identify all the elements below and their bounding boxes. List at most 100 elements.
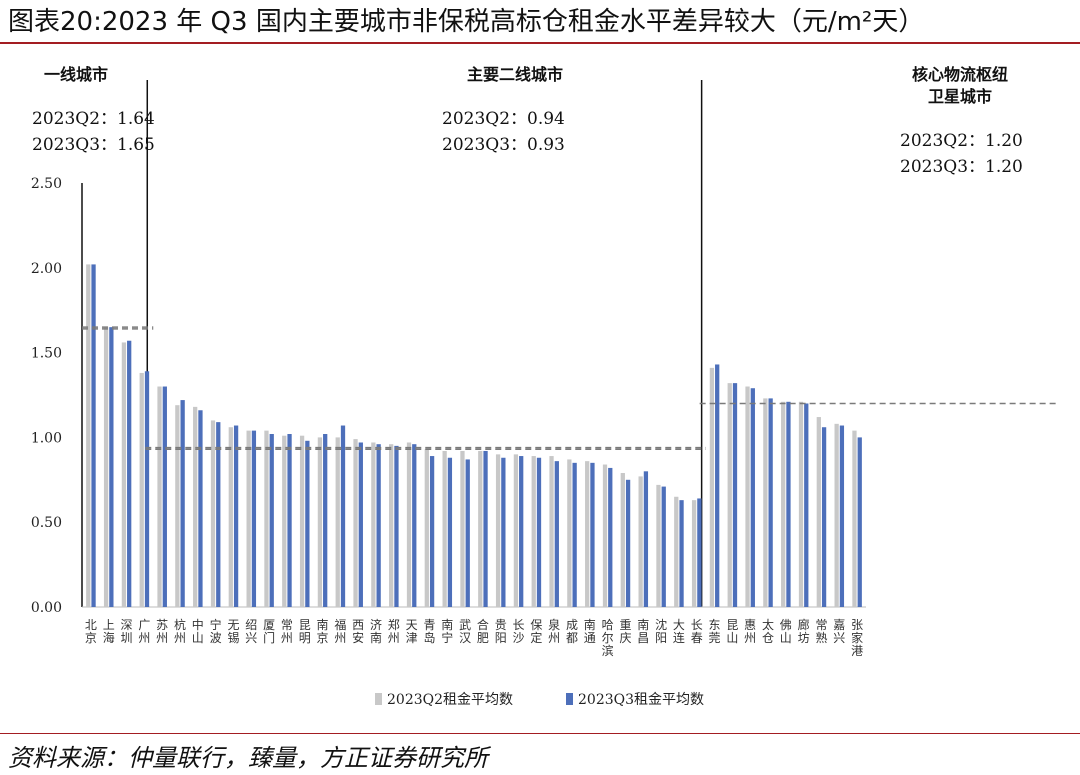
x-category-label: 张家港 <box>851 618 863 658</box>
bar-2023q3 <box>269 434 274 607</box>
x-category-label: 福州 <box>334 617 346 645</box>
x-category-label: 广州 <box>138 618 150 645</box>
group-title: 主要二线城市 <box>467 65 563 84</box>
y-tick-label: 2.50 <box>31 176 62 192</box>
bar-2023q2 <box>602 464 608 607</box>
x-category-label: 绍兴 <box>245 618 257 645</box>
x-category-label: 惠州 <box>744 618 756 645</box>
bar-2023q2 <box>317 437 323 607</box>
x-category-label: 宁波 <box>210 617 222 645</box>
x-category-label: 天津 <box>406 618 418 645</box>
bar-2023q3 <box>305 440 310 607</box>
x-category-label: 常熟 <box>815 618 827 645</box>
chart-bars <box>86 264 862 607</box>
x-category-label: 杭州 <box>174 617 186 645</box>
bar-2023q2 <box>798 401 804 607</box>
bar-2023q3 <box>376 444 381 607</box>
group-title: 核心物流枢纽 <box>912 65 1008 84</box>
bar-2023q2 <box>460 450 465 607</box>
bar-2023q3 <box>839 425 845 607</box>
bar-2023q3 <box>572 462 577 607</box>
group-avg-q3-label: 2023Q3：1.65 <box>32 135 155 155</box>
x-category-label: 廊坊 <box>798 617 810 645</box>
bar-2023q3 <box>233 425 239 607</box>
y-tick-label: 1.50 <box>31 346 62 362</box>
bar-2023q3 <box>216 422 221 607</box>
x-category-label: 济南 <box>370 617 382 645</box>
bar-2023q3 <box>394 445 399 607</box>
x-category-label: 长春 <box>691 618 703 645</box>
x-axis-labels: 北京上海深圳广州苏州杭州中山宁波无锡绍兴厦门常州昆明南京福州西安济南郑州天津青岛… <box>85 617 863 658</box>
x-category-label: 南昌 <box>637 617 649 645</box>
bar-2023q3 <box>732 383 738 607</box>
x-category-label: 哈尔滨 <box>602 618 614 658</box>
bar-2023q2 <box>495 454 501 607</box>
bar-2023q2 <box>103 327 109 607</box>
bar-2023q3 <box>465 459 470 607</box>
bar-2023q2 <box>638 476 643 607</box>
group-average-lines <box>82 326 1058 451</box>
bar-2023q2 <box>353 439 358 607</box>
bar-2023q3 <box>643 471 649 607</box>
bar-2023q3 <box>750 388 755 607</box>
bar-2023q2 <box>531 456 536 607</box>
x-category-label: 太仓 <box>762 617 774 645</box>
x-category-label: 上海 <box>103 618 115 645</box>
bar-chart: 0.00 0.50 1.00 1.50 2.00 2.50 一线城市 2023Q2：1.64… <box>31 65 1058 708</box>
bar-2023q2 <box>424 449 429 607</box>
x-category-label: 常州 <box>281 618 293 645</box>
bar-2023q2 <box>246 430 251 607</box>
x-category-label: 深圳 <box>121 618 133 645</box>
bar-2023q2 <box>852 430 857 607</box>
group-title: 卫星城市 <box>928 87 992 106</box>
x-category-label: 嘉兴 <box>833 618 845 645</box>
bar-2023q3 <box>857 437 862 607</box>
x-category-label: 西安 <box>352 618 364 645</box>
bar-2023q3 <box>804 403 809 607</box>
x-category-label: 沈阳 <box>655 617 667 645</box>
bar-2023q3 <box>661 486 666 607</box>
x-category-label: 东莞 <box>709 618 721 645</box>
bar-2023q2 <box>389 444 394 607</box>
legend-label-2023q3: 2023Q3租金平均数 <box>578 692 704 708</box>
bar-2023q2 <box>745 386 750 607</box>
bar-2023q2 <box>781 401 786 607</box>
x-category-label: 重庆 <box>619 618 631 645</box>
bar-2023q3 <box>91 264 96 607</box>
x-category-label: 南京 <box>317 617 329 645</box>
bar-2023q2 <box>478 450 483 607</box>
bar-2023q2 <box>834 423 839 607</box>
group-annotations: 一线城市 2023Q2：1.64 2023Q3：1.65 主要二线城市 2023Q2：0… <box>32 65 1023 177</box>
bar-2023q3 <box>768 398 773 607</box>
bar-2023q3 <box>786 401 791 607</box>
group-avg-q2-label: 2023Q2：1.64 <box>32 109 155 129</box>
x-category-label: 昆明 <box>299 618 311 645</box>
x-category-label: 泉州 <box>548 618 560 645</box>
x-category-label: 成都 <box>566 618 578 645</box>
bar-2023q3 <box>715 364 720 607</box>
x-category-label: 苏州 <box>156 618 168 645</box>
bar-2023q2 <box>210 420 216 607</box>
title-divider <box>0 42 1080 44</box>
x-category-label: 武汉 <box>459 618 471 645</box>
figure-title: 图表20:2023 年 Q3 国内主要城市非保税高标仓租金水平差异较大（元/m²… <box>8 7 925 37</box>
bar-2023q2 <box>656 484 661 607</box>
x-category-label: 北京 <box>85 618 97 645</box>
x-category-label: 南宁 <box>441 617 453 645</box>
bar-2023q2 <box>371 442 376 607</box>
y-tick-label: 0.00 <box>31 600 62 616</box>
bar-2023q3 <box>251 430 257 607</box>
bar-2023q2 <box>193 406 198 607</box>
bar-2023q3 <box>821 427 827 607</box>
group-title: 一线城市 <box>44 65 108 84</box>
bar-2023q3 <box>679 500 684 607</box>
bar-2023q3 <box>625 479 631 607</box>
source-note: 资料来源：仲量联行，臻量，方正证券研究所 <box>8 744 488 772</box>
bar-2023q2 <box>727 383 732 607</box>
bar-2023q2 <box>86 264 91 607</box>
bar-2023q2 <box>335 437 340 607</box>
x-category-label: 大连 <box>673 618 685 645</box>
legend-swatch-2023q2 <box>375 693 382 705</box>
bar-2023q2 <box>567 459 572 607</box>
bar-2023q2 <box>121 342 127 607</box>
